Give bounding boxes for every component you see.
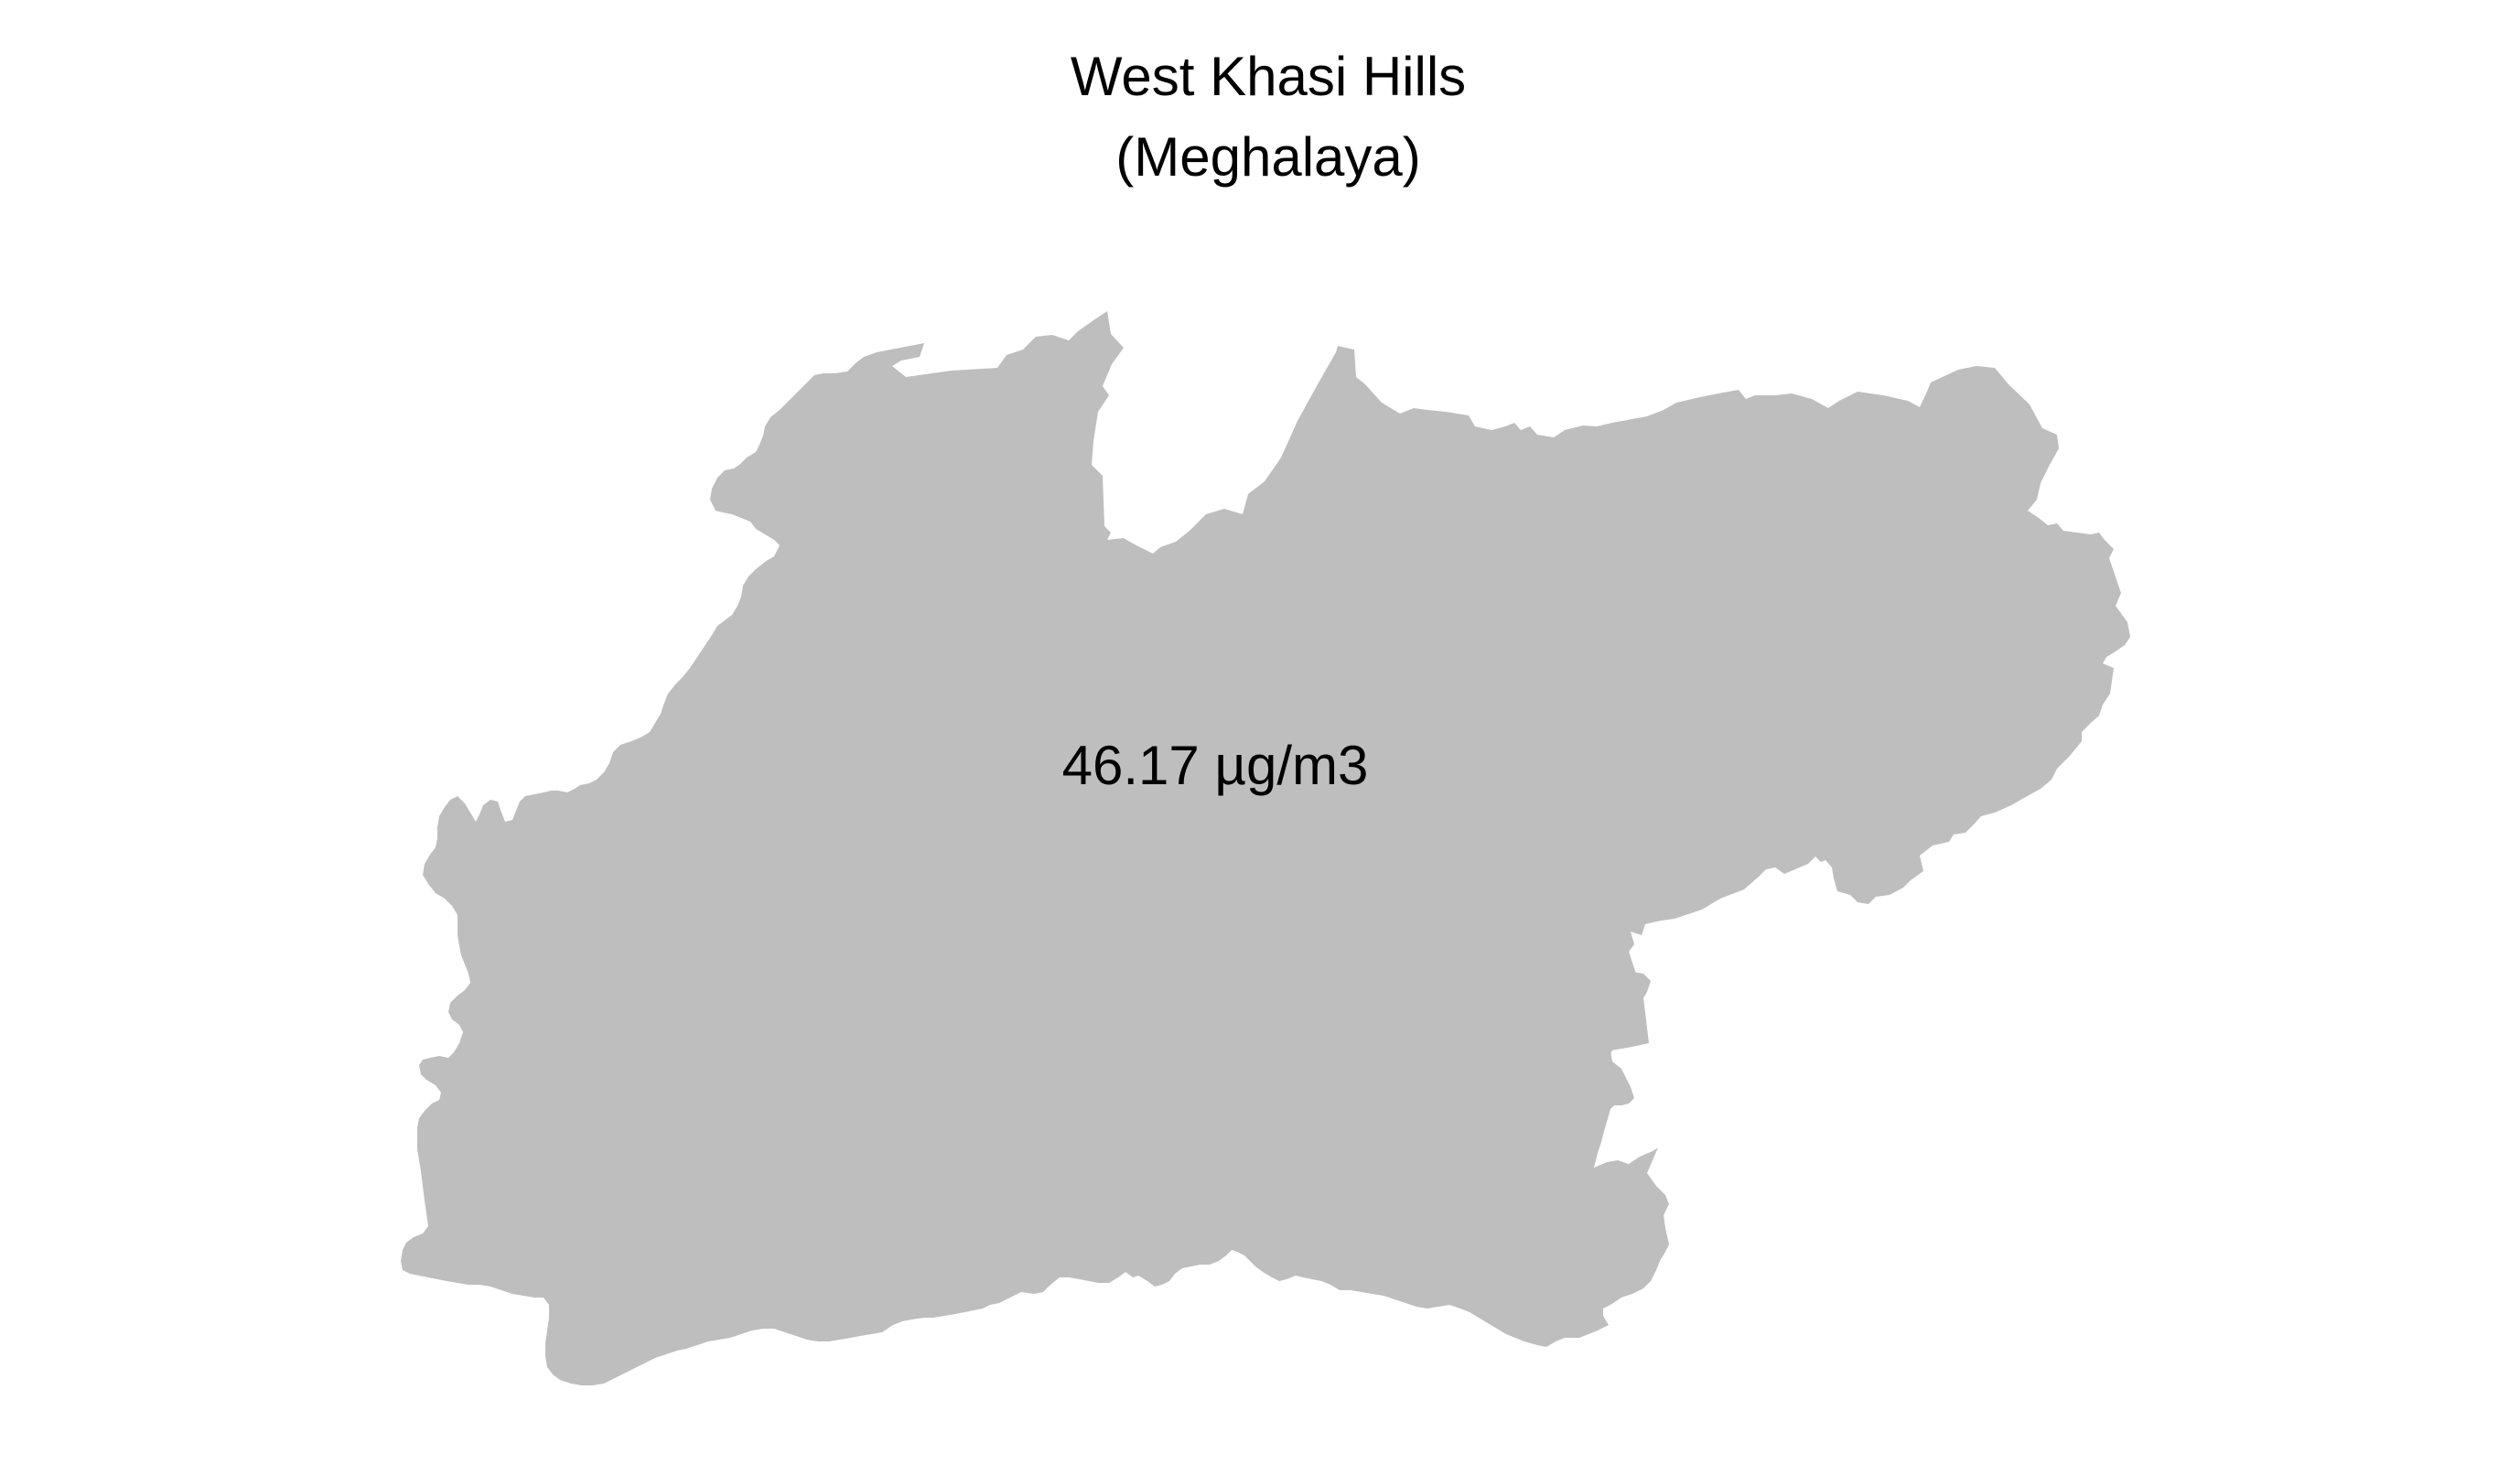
- map-title: West Khasi Hills: [1070, 46, 1467, 107]
- map-title-block: West Khasi Hills (Meghalaya): [0, 37, 2520, 198]
- map-subtitle: (Meghalaya): [1115, 126, 1421, 188]
- district-polygon-west-khasi-hills[interactable]: [401, 311, 2130, 1385]
- district-polygon-southern-lobe[interactable]: [1407, 970, 1651, 1147]
- district-value-label: 46.17 µg/m3: [1062, 735, 1369, 796]
